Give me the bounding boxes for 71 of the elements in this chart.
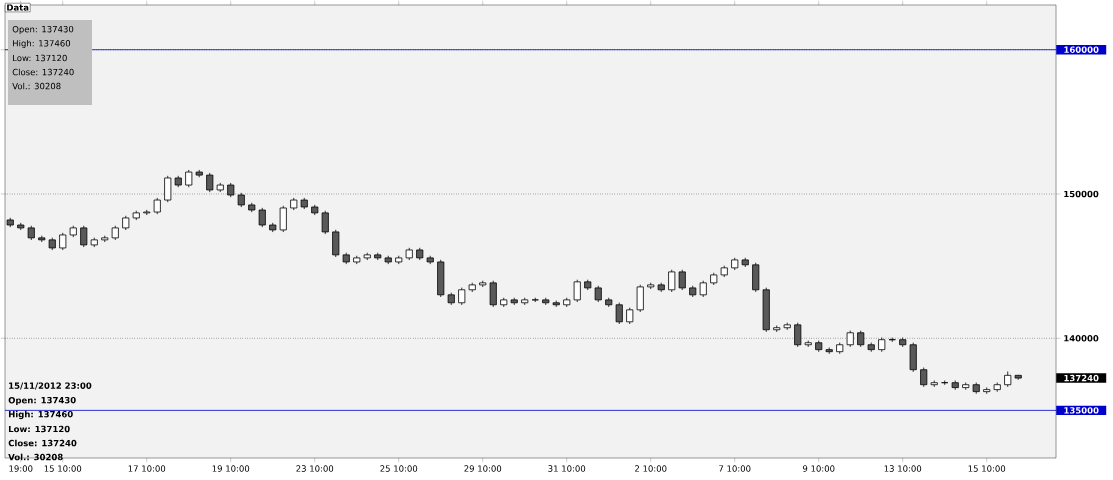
candlestick	[951, 380, 959, 391]
x-tick-label: 29 10:00	[464, 465, 502, 472]
x-tick-label: 13 10:00	[884, 465, 922, 472]
y-tick-label: 150000	[1064, 190, 1099, 198]
candlestick	[111, 225, 119, 241]
annotation: High: 137460	[8, 410, 73, 420]
x-tick-label: 23 10:00	[296, 465, 334, 472]
y-tick-label: 140000	[1064, 335, 1099, 342]
x-tick-label: 19:00	[9, 465, 33, 472]
candlestick	[489, 280, 497, 308]
candlestick	[437, 259, 445, 298]
candlestick	[521, 297, 529, 306]
annotation: Close: 137240	[8, 439, 77, 447]
candlestick	[699, 280, 707, 298]
candlestick	[563, 297, 571, 308]
annotation: Low: 137120	[13, 54, 67, 62]
annotation: High: 137460	[13, 39, 71, 49]
x-tick-label: 25 10:00	[380, 465, 418, 472]
candlestick	[962, 382, 970, 391]
x-tick-label: 19 10:00	[212, 465, 250, 472]
x-tick-label: 15 10:00	[968, 465, 1006, 472]
x-tick-label: 9 10:00	[802, 465, 835, 472]
candlestick	[773, 325, 781, 333]
candlestick	[993, 382, 1001, 393]
annotation: Vol.: 30208	[12, 82, 61, 90]
annotation: Vol.: 30208	[8, 453, 63, 461]
x-tick-label: 31 10:00	[548, 465, 586, 472]
candlestick	[27, 225, 35, 241]
candlestick	[983, 387, 991, 395]
candlestick	[794, 322, 802, 348]
candlestick	[930, 380, 938, 388]
candlestick	[909, 342, 917, 373]
candlestick	[752, 262, 760, 293]
candlestick	[615, 302, 623, 325]
candlestick	[542, 297, 550, 306]
candlestick	[626, 307, 634, 325]
x-tick-label: 15 10:00	[44, 465, 82, 472]
candlestick	[447, 292, 455, 306]
ref-line-label: 160000	[1064, 46, 1099, 53]
candlestick	[500, 297, 508, 308]
candlestick	[804, 340, 812, 348]
candlestick	[552, 300, 560, 308]
candlestick	[762, 287, 770, 333]
candlestick	[510, 297, 518, 306]
annotation: 15/11/2012 23:00	[9, 382, 92, 390]
candlestick	[815, 340, 823, 353]
candlestick	[605, 297, 613, 308]
candlestick	[1004, 371, 1012, 388]
candlestick	[636, 284, 644, 313]
candlestick	[867, 342, 875, 353]
annotation: Close: 137240	[12, 68, 74, 76]
candlestick	[468, 282, 476, 293]
x-tick-label: 7 10:00	[719, 465, 751, 472]
ref-line-label: 135000	[1064, 407, 1099, 414]
candlestick	[741, 257, 749, 268]
annotation: Open: 137430	[8, 396, 76, 406]
annotation: Data	[7, 4, 29, 11]
candlestick	[668, 269, 676, 293]
candlestick	[825, 347, 833, 355]
candlestick	[458, 287, 466, 306]
candlestick	[920, 367, 928, 388]
candlestick	[972, 382, 980, 395]
x-tick-label: 2 10:00	[635, 465, 667, 472]
text: 137240	[1064, 374, 1099, 382]
annotation: Low: 137120	[8, 425, 70, 433]
candlestick	[689, 285, 697, 298]
candlestick	[836, 342, 844, 355]
annotation: Open: 137430	[12, 25, 74, 35]
x-tick-label: 17 10:00	[128, 465, 166, 472]
candlestick	[783, 322, 791, 331]
candlestick	[657, 282, 665, 293]
